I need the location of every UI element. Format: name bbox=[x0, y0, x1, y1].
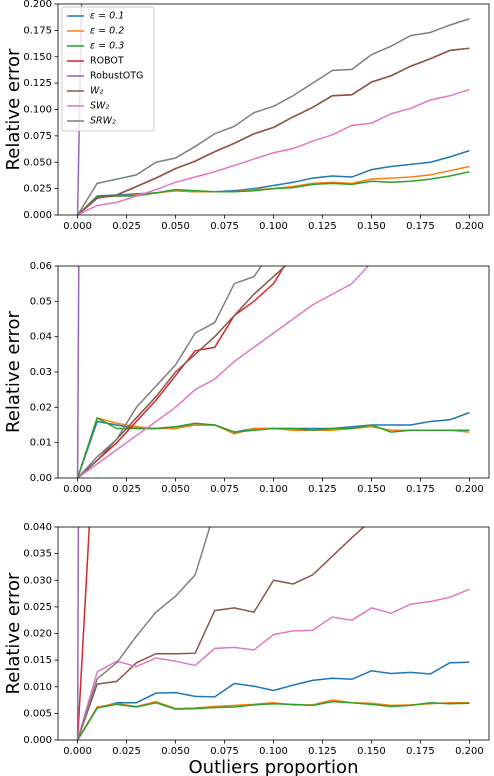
x-tick-label: 0.025 bbox=[112, 221, 141, 232]
y-tick-label: 0.000 bbox=[23, 735, 52, 746]
x-tick-label: 0.025 bbox=[112, 746, 141, 757]
line-series bbox=[76, 661, 470, 740]
line-series bbox=[77, 47, 470, 215]
x-tick-label: 0.100 bbox=[259, 221, 288, 232]
axes-frame bbox=[57, 526, 490, 741]
legend-label: ε = 0.1 bbox=[90, 11, 124, 22]
y-tick-label: 0.01 bbox=[30, 438, 52, 449]
y-tick-label: 0.050 bbox=[23, 157, 52, 168]
y-tick-label: 0.100 bbox=[23, 105, 52, 116]
x-tick-label: 0.150 bbox=[357, 221, 386, 232]
line-series bbox=[76, 527, 211, 740]
legend-box bbox=[61, 6, 155, 132]
x-tick-label: 0.125 bbox=[308, 746, 337, 757]
y-tick-label: 0.150 bbox=[23, 52, 52, 63]
y-tick-label: 0.03 bbox=[30, 367, 52, 378]
line-series bbox=[76, 416, 470, 478]
legend-label: SRW₂ bbox=[90, 116, 116, 127]
line-series bbox=[77, 171, 470, 215]
y-tick-label: 0.030 bbox=[23, 575, 52, 586]
x-tick-label: 0.050 bbox=[161, 221, 190, 232]
x-tick-label: 0.000 bbox=[63, 484, 92, 495]
x-axis-label: Outliers proportion bbox=[189, 757, 359, 776]
line-series bbox=[77, 266, 287, 478]
y-tick-label: 0.05 bbox=[30, 296, 52, 307]
y-tick-label: 0.000 bbox=[23, 210, 52, 221]
x-tick-label: 0.175 bbox=[406, 221, 435, 232]
x-tick-label: 0.150 bbox=[357, 484, 386, 495]
axes-frame bbox=[57, 3, 490, 216]
y-tick-label: 0.00 bbox=[30, 473, 52, 484]
y-tick-label: 0.025 bbox=[23, 602, 52, 613]
y-tick-label: 0.025 bbox=[23, 184, 52, 195]
line-series bbox=[76, 18, 470, 215]
y-tick-label: 0.200 bbox=[23, 0, 52, 10]
line-series bbox=[77, 165, 470, 215]
y-tick-label: 0.125 bbox=[23, 78, 52, 89]
plot-area bbox=[76, 4, 470, 215]
x-tick-label: 0.175 bbox=[406, 746, 435, 757]
legend-label: ROBOT bbox=[90, 56, 124, 67]
x-tick-label: 0.125 bbox=[308, 484, 337, 495]
x-tick-label: 0.100 bbox=[259, 746, 288, 757]
legend-label: W₂ bbox=[90, 86, 103, 97]
x-tick-label: 0.075 bbox=[210, 746, 239, 757]
y-tick-label: 0.015 bbox=[23, 655, 52, 666]
x-tick-label: 0.175 bbox=[406, 484, 435, 495]
legend-label: ε = 0.2 bbox=[90, 26, 124, 37]
x-tick-label: 0.200 bbox=[455, 484, 484, 495]
y-tick-label: 0.02 bbox=[30, 402, 52, 413]
x-tick-label: 0.100 bbox=[259, 484, 288, 495]
y-tick-label: 0.020 bbox=[23, 629, 52, 640]
y-tick-label: 0.04 bbox=[30, 332, 52, 343]
line-series bbox=[77, 149, 470, 215]
line-series bbox=[76, 417, 470, 478]
y-tick-label: 0.06 bbox=[30, 261, 52, 272]
line-series bbox=[76, 527, 365, 740]
legend-label: SW₂ bbox=[90, 101, 109, 112]
line-series bbox=[77, 88, 470, 215]
legend-label: RobustOTG bbox=[90, 71, 143, 82]
y-tick-label: 0.175 bbox=[23, 25, 52, 36]
line-series bbox=[77, 266, 286, 478]
y-tick-label: 0.040 bbox=[23, 522, 52, 533]
y-tick-label: 0.075 bbox=[23, 131, 52, 142]
x-tick-label: 0.125 bbox=[308, 221, 337, 232]
x-tick-label: 0.200 bbox=[455, 221, 484, 232]
line-series bbox=[76, 588, 470, 740]
legend-label: ε = 0.3 bbox=[90, 41, 124, 52]
x-tick-label: 0.050 bbox=[161, 746, 190, 757]
x-tick-label: 0.075 bbox=[210, 221, 239, 232]
y-tick-label: 0.035 bbox=[23, 549, 52, 560]
line-series bbox=[77, 266, 370, 478]
x-tick-label: 0.000 bbox=[63, 746, 92, 757]
line-series bbox=[77, 266, 263, 478]
x-tick-label: 0.075 bbox=[210, 484, 239, 495]
x-tick-label: 0.050 bbox=[161, 484, 190, 495]
x-tick-label: 0.000 bbox=[63, 221, 92, 232]
y-axis-label: Relative error bbox=[3, 48, 24, 170]
y-axis-label: Relative error bbox=[3, 572, 24, 694]
x-tick-label: 0.200 bbox=[455, 746, 484, 757]
y-tick-label: 0.005 bbox=[23, 708, 52, 719]
plot-area bbox=[76, 266, 470, 478]
y-axis-label: Relative error bbox=[3, 310, 24, 432]
x-tick-label: 0.150 bbox=[357, 746, 386, 757]
y-tick-label: 0.010 bbox=[23, 682, 52, 693]
axes-frame bbox=[57, 265, 490, 479]
line-series bbox=[76, 700, 470, 740]
x-tick-label: 0.025 bbox=[112, 484, 141, 495]
plot-area bbox=[76, 527, 470, 740]
